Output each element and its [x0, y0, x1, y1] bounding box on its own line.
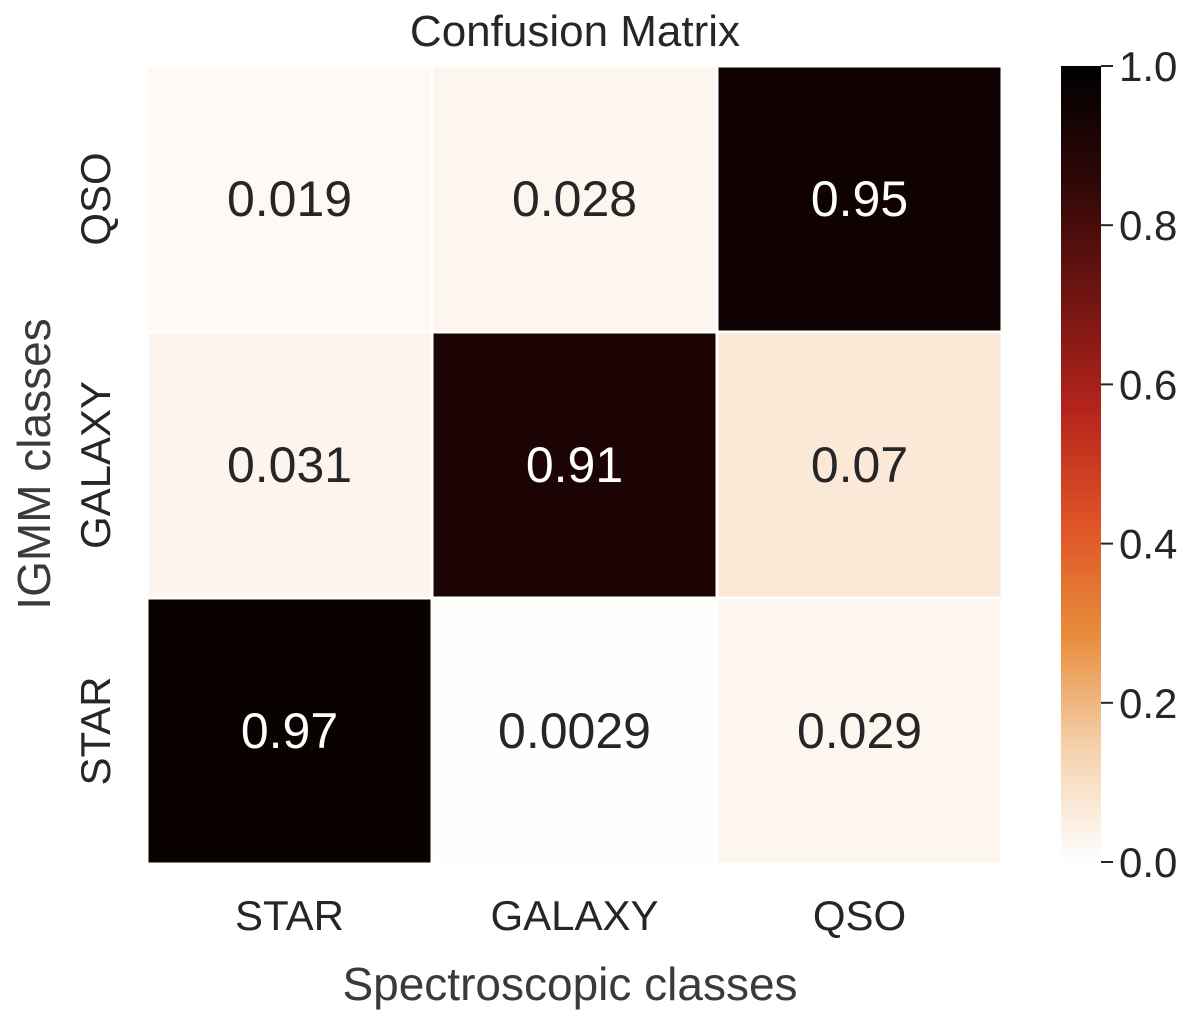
x-tick-labels: STAR GALAXY QSO [235, 892, 906, 939]
colorbar-ticks: 0.0 0.2 0.4 0.6 0.8 1.0 [1101, 43, 1177, 886]
cell-value-label: 0.07 [811, 437, 908, 493]
chart-title: Confusion Matrix [410, 7, 740, 56]
cell-value-label: 0.029 [797, 703, 922, 759]
heatmap-cell [145, 596, 434, 866]
x-tick-label: GALAXY [490, 892, 658, 939]
heatmap-cell [430, 330, 719, 600]
colorbar-tick-label: 0.6 [1119, 361, 1177, 408]
y-tick-label: GALAXY [72, 381, 119, 549]
colorbar-tick-label: 0.2 [1119, 680, 1177, 727]
colorbar-tick-label: 1.0 [1119, 43, 1177, 90]
x-tick-label: STAR [235, 892, 344, 939]
heatmap-cell [145, 330, 434, 600]
cell-value-label: 0.031 [227, 437, 352, 493]
heatmap-cells: 0.019 0.028 0.95 0.031 0.91 0.07 0.97 0.0029 0.0… [145, 64, 1004, 866]
colorbar [1061, 66, 1101, 862]
y-tick-label: QSO [72, 152, 119, 245]
heatmap-cell [430, 596, 719, 866]
colorbar-tick-label: 0.4 [1119, 521, 1177, 568]
cell-value-label: 0.0029 [498, 703, 651, 759]
heatmap-cell [715, 330, 1004, 600]
colorbar-tick-label: 0.0 [1119, 839, 1177, 886]
heatmap-cell [715, 64, 1004, 334]
y-tick-labels: QSO GALAXY STAR [72, 152, 119, 785]
heatmap-cell [145, 64, 434, 334]
x-axis-label: Spectroscopic classes [342, 958, 797, 1010]
cell-value-label: 0.028 [512, 171, 637, 227]
heatmap-cell [715, 596, 1004, 866]
heatmap-cell [430, 64, 719, 334]
cell-value-label: 0.91 [526, 437, 623, 493]
colorbar-tick-label: 0.8 [1119, 202, 1177, 249]
cell-value-label: 0.019 [227, 171, 352, 227]
x-tick-label: QSO [813, 892, 906, 939]
y-tick-label: STAR [72, 677, 119, 786]
cell-value-label: 0.95 [811, 171, 908, 227]
cell-value-label: 0.97 [241, 703, 338, 759]
y-axis-label: IGMM classes [8, 318, 60, 609]
